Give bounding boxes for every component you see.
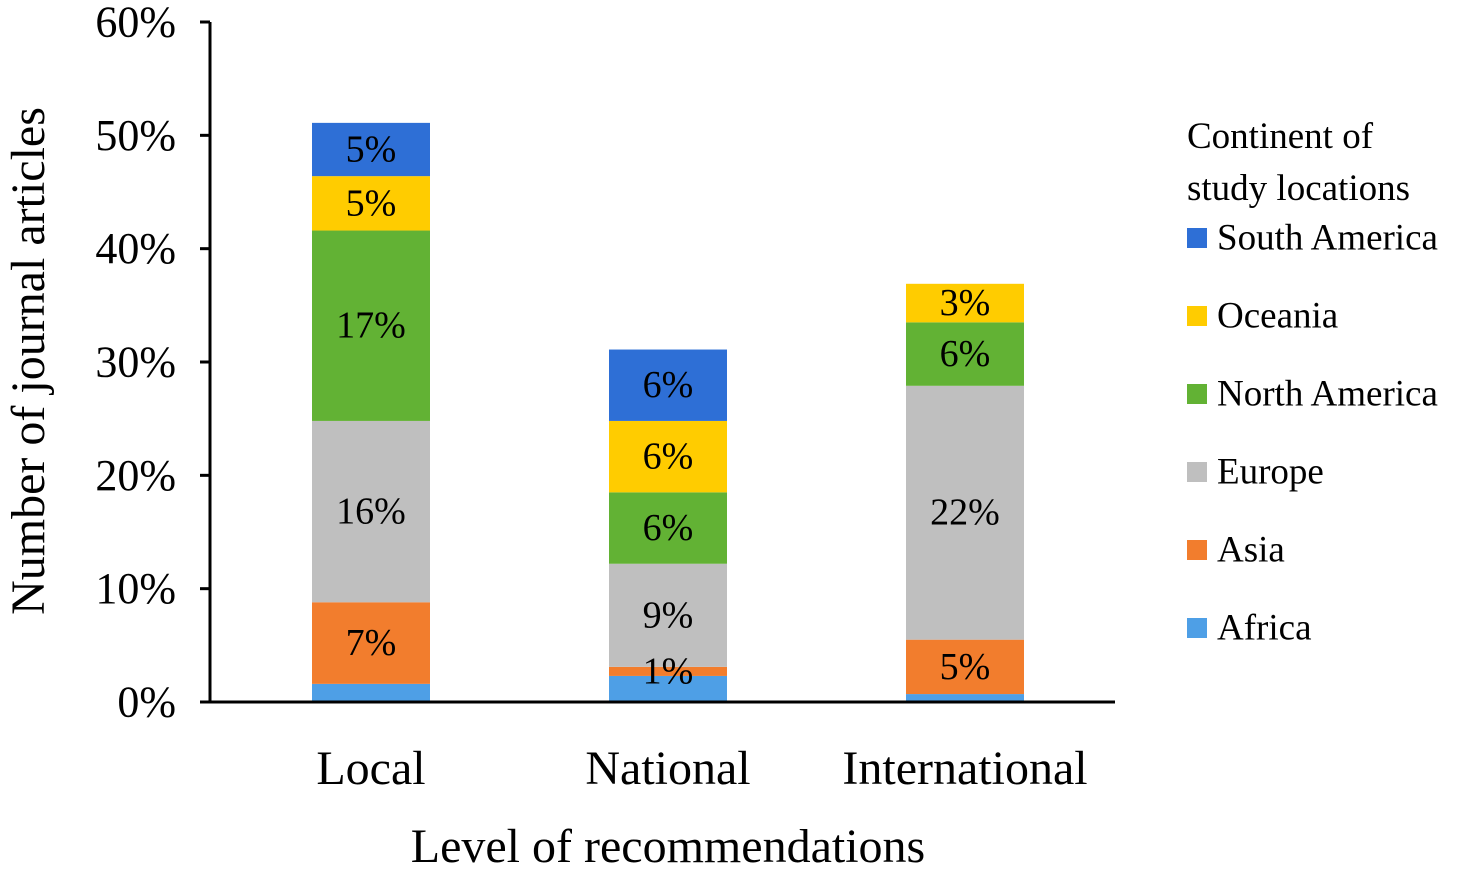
bar-local-oceania [312, 176, 430, 231]
bar-local-europe [312, 420, 430, 603]
bar-national-asia [609, 666, 727, 676]
legend-label-north-america: North America [1217, 374, 1438, 415]
data-label-international-europe: 22% [930, 492, 1000, 534]
data-label-national-oceania: 6% [643, 436, 694, 478]
legend-group: Continent of study locations South America… [1187, 116, 1438, 649]
data-label-national-south-america: 6% [643, 364, 694, 406]
legend-title-line: Continent of [1187, 116, 1374, 157]
y-tick-label: 50% [95, 111, 176, 160]
data-label-international-oceania: 3% [940, 282, 991, 324]
x-tick-label-international: International [842, 742, 1087, 795]
bars-group [312, 122, 1024, 702]
legend-label-oceania: Oceania [1217, 296, 1338, 337]
legend-title-line: study locations [1187, 168, 1410, 209]
x-tick-label-local: Local [316, 742, 425, 795]
data-label-national-north-america: 6% [643, 507, 694, 549]
y-tick-label: 60% [95, 0, 176, 47]
x-axis-title: Level of recommendations [411, 820, 925, 870]
legend-label-europe: Europe [1217, 452, 1324, 493]
data-label-national-europe: 9% [643, 594, 694, 636]
bar-international-oceania [906, 283, 1024, 323]
bar-local-africa [312, 683, 430, 702]
legend-label-south-america: South America [1217, 218, 1438, 259]
data-label-local-oceania: 5% [346, 182, 397, 224]
bar-national-africa [609, 675, 727, 702]
y-axis-title: Number of journal articles [2, 107, 55, 615]
bar-international-asia [906, 639, 1024, 695]
bar-international-north-america [906, 322, 1024, 386]
y-tick-label: 0% [117, 678, 176, 727]
y-tick-label: 10% [95, 564, 176, 613]
data-label-national-asia: 1% [643, 650, 694, 692]
axes-group: 0% 10% 20% 30% 40% 50% 60% Local National Interna… [95, 0, 1115, 795]
legend-label-africa: Africa [1217, 608, 1312, 649]
data-label-local-europe: 16% [336, 491, 406, 533]
legend-swatch-africa [1187, 618, 1207, 638]
legend-swatch-europe [1187, 462, 1207, 482]
bar-local-south-america [312, 122, 430, 177]
bar-national-south-america [609, 349, 727, 421]
data-label-local-south-america: 5% [346, 129, 397, 171]
bar-local-north-america [312, 230, 430, 421]
data-label-local-north-america: 17% [336, 305, 406, 347]
y-tick-label: 40% [95, 224, 176, 273]
data-label-local-asia: 7% [346, 622, 397, 664]
bar-national-oceania [609, 420, 727, 493]
bar-international-europe [906, 385, 1024, 640]
data-labels-group: 7% 16% 17% 5% 5% 1% 9% 6% 6% 6% 5% 22% 6% 3% [336, 129, 1000, 693]
bar-international-africa [906, 694, 1024, 702]
bar-national-north-america [609, 492, 727, 564]
legend-swatch-south-america [1187, 228, 1207, 248]
legend-label-asia: Asia [1217, 530, 1285, 571]
bar-local-asia [312, 602, 430, 684]
y-tick-label: 30% [95, 338, 176, 387]
legend-swatch-north-america [1187, 384, 1207, 404]
bar-national-europe [609, 563, 727, 667]
legend-swatch-oceania [1187, 306, 1207, 326]
legend-swatch-asia [1187, 540, 1207, 560]
data-label-international-north-america: 6% [940, 333, 991, 375]
y-tick-label: 20% [95, 451, 176, 500]
data-label-international-asia: 5% [940, 646, 991, 688]
x-tick-label-national: National [585, 742, 750, 795]
